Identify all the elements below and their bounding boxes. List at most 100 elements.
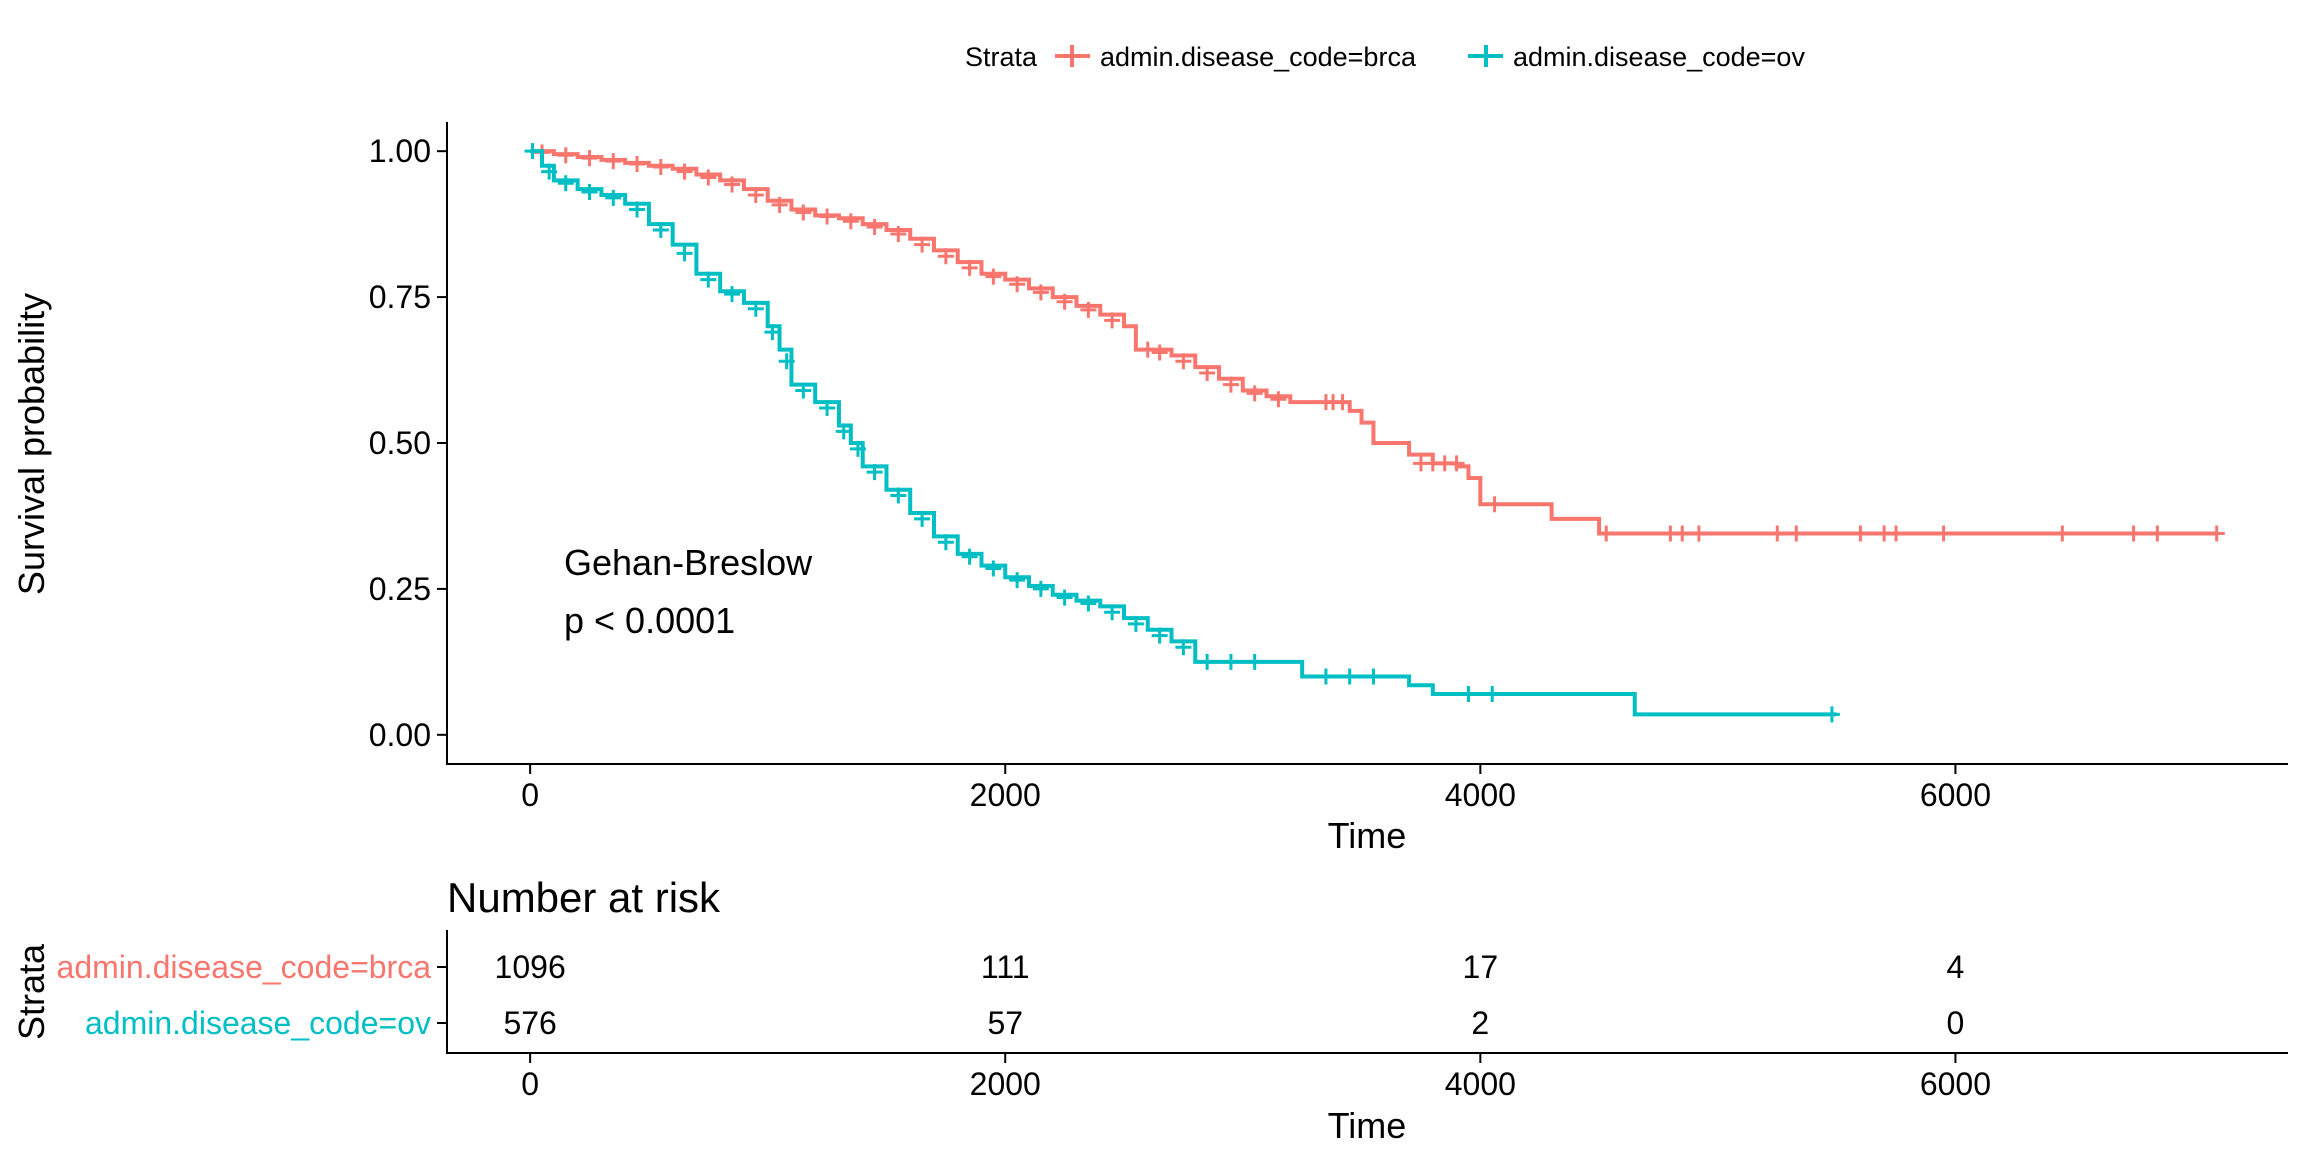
censor-mark <box>1823 706 1840 723</box>
censor-mark <box>557 147 574 164</box>
censor-mark <box>676 163 693 180</box>
x-axis-ticks: 0 2000 4000 6000 <box>521 764 1991 813</box>
censor-mark <box>700 271 717 288</box>
censor-mark <box>985 268 1002 285</box>
censor-mark <box>1199 653 1216 670</box>
censor-mark <box>557 175 574 192</box>
censor-mark <box>1222 653 1239 670</box>
censor-mark <box>1104 604 1121 621</box>
y-tick-label: 0.00 <box>369 717 431 753</box>
censor-mark <box>961 548 978 565</box>
censor-mark <box>1175 353 1192 370</box>
censor-mark <box>842 213 859 230</box>
risk-row-label: admin.disease_code=brca <box>57 949 432 985</box>
censor-marks-ov <box>524 143 1840 723</box>
censor-mark <box>819 399 836 416</box>
censor-mark <box>1222 376 1239 393</box>
y-tick-label: 1.00 <box>369 133 431 169</box>
censor-mark <box>629 156 646 173</box>
censor-mark <box>764 324 781 341</box>
risk-x-axis-ticks: 0 2000 4000 6000 <box>521 1053 1991 1102</box>
censor-mark <box>1127 615 1144 632</box>
censor-mark <box>747 300 764 317</box>
risk-table: Number at risk admin.disease_code=brca 10… <box>11 874 2288 1146</box>
censor-mark <box>581 184 598 201</box>
censor-mark <box>1032 580 1049 597</box>
censor-mark <box>890 226 907 243</box>
censor-mark <box>605 153 622 170</box>
censor-mark <box>937 534 954 551</box>
censor-mark <box>819 208 836 225</box>
censor-mark <box>1460 685 1477 702</box>
censor-mark <box>1009 276 1026 293</box>
x-tick-label: 4000 <box>1445 777 1516 813</box>
legend-entry-ov: admin.disease_code=ov <box>1513 42 1805 72</box>
risk-rows: admin.disease_code=brca 1096 111 17 4 admin.d… <box>57 949 1965 1041</box>
risk-cell: 4 <box>1947 949 1965 985</box>
censor-mark <box>1032 284 1049 301</box>
censor-mark <box>914 236 931 253</box>
censor-mark <box>1486 496 1503 513</box>
y-tick-label: 0.50 <box>369 425 431 461</box>
censor-mark <box>700 169 717 186</box>
censor-mark <box>629 201 646 218</box>
risk-cell: 17 <box>1463 949 1499 985</box>
risk-x-tick-label: 6000 <box>1920 1066 1991 1102</box>
legend-entry-brca: admin.disease_code=brca <box>1100 42 1417 72</box>
censor-mark <box>541 163 558 180</box>
censor-mark <box>914 510 931 527</box>
risk-cell: 111 <box>981 949 1030 985</box>
censor-mark <box>1080 595 1097 612</box>
censor-mark <box>1199 364 1216 381</box>
risk-row-label: admin.disease_code=ov <box>85 1005 431 1041</box>
risk-x-tick-label: 0 <box>521 1066 539 1102</box>
censor-mark <box>961 259 978 276</box>
y-tick-label: 0.75 <box>369 279 431 315</box>
censor-mark <box>676 245 693 262</box>
series-layer <box>524 143 2225 723</box>
censor-mark <box>1151 344 1168 361</box>
censor-mark <box>937 248 954 265</box>
censor-mark <box>866 219 883 236</box>
censor-mark <box>1935 525 1952 542</box>
risk-x-axis-title: Time <box>1328 1105 1407 1146</box>
censor-mark <box>1270 391 1287 408</box>
x-tick-label: 0 <box>521 777 539 813</box>
y-tick-label: 0.25 <box>369 571 431 607</box>
censor-mark <box>1080 301 1097 318</box>
annotation-p-value: p < 0.0001 <box>564 600 735 641</box>
risk-x-tick-label: 2000 <box>970 1066 1041 1102</box>
censor-mark <box>1674 525 1691 542</box>
censor-mark <box>1246 385 1263 402</box>
censor-mark <box>1769 525 1786 542</box>
censor-mark <box>1888 525 1905 542</box>
censor-mark <box>1598 525 1615 542</box>
censor-mark <box>1151 627 1168 644</box>
censor-mark <box>1334 394 1351 411</box>
censor-mark <box>1139 341 1156 358</box>
censor-mark <box>1365 668 1382 685</box>
censor-mark <box>1484 685 1501 702</box>
censor-mark <box>724 286 741 303</box>
censor-mark <box>795 382 812 399</box>
risk-cell: 0 <box>1947 1005 1965 1041</box>
censor-mark <box>1009 572 1026 589</box>
risk-table-title: Number at risk <box>447 874 721 921</box>
censor-mark <box>835 423 852 440</box>
censor-mark <box>2149 525 2166 542</box>
risk-cell: 1096 <box>495 949 566 985</box>
y-axis-ticks: 0.00 0.25 0.50 0.75 1.00 <box>369 133 447 753</box>
risk-cell: 57 <box>987 1005 1023 1041</box>
y-axis-title: Survival probability <box>11 293 52 595</box>
censor-mark <box>985 560 1002 577</box>
censor-mark <box>1056 293 1073 310</box>
censor-mark <box>1175 639 1192 656</box>
censor-mark <box>1341 668 1358 685</box>
censor-mark <box>849 440 866 457</box>
censor-mark <box>890 487 907 504</box>
censor-mark <box>866 464 883 481</box>
legend-title: Strata <box>965 42 1038 72</box>
x-axis-title: Time <box>1328 815 1407 856</box>
censor-mark <box>1852 525 1869 542</box>
censor-mark <box>771 196 788 213</box>
